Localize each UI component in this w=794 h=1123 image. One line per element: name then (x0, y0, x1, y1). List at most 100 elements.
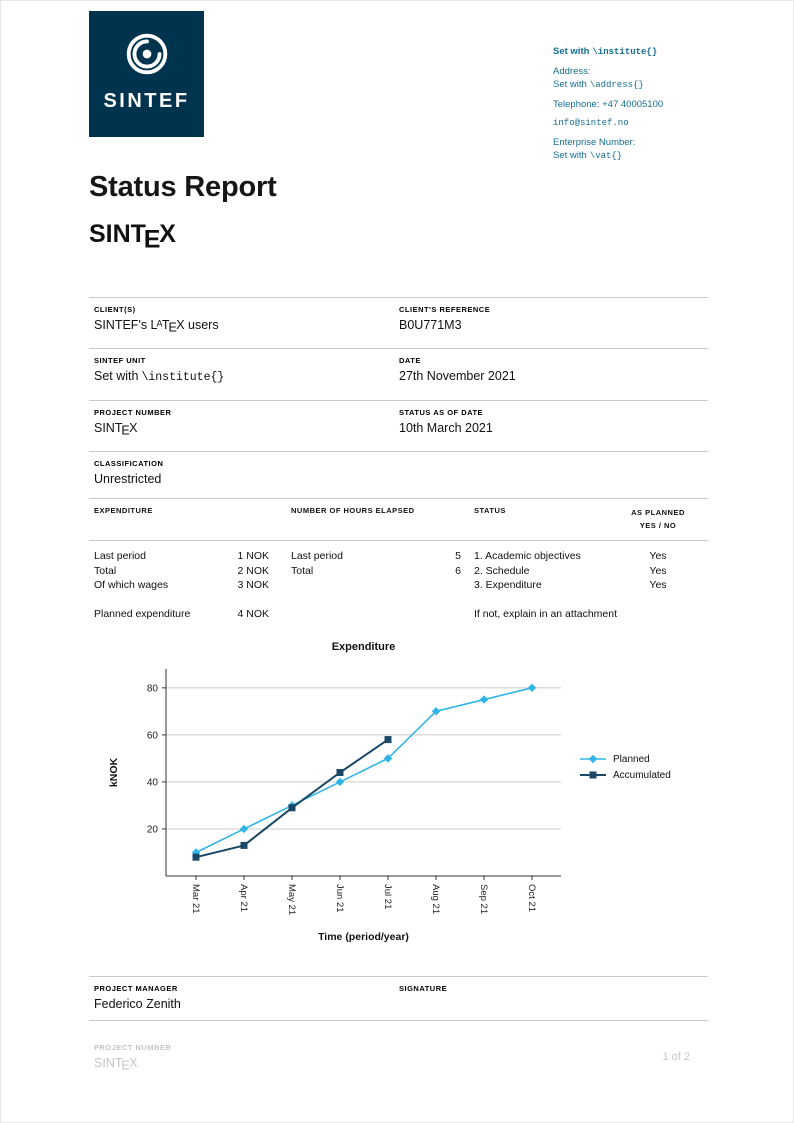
as-planned-column: Yes Yes Yes (619, 549, 697, 593)
info-row-client: CLIENT(S) SINTEF's LATEX users CLIENT'S … (89, 297, 708, 348)
chart-title: Expenditure (331, 641, 396, 653)
project-manager-label: PROJECT MANAGER (94, 984, 178, 993)
table-row: Total 6 (291, 564, 461, 579)
client-ref-label: CLIENT'S REFERENCE (399, 305, 491, 314)
svg-text:Jul 21: Jul 21 (382, 884, 393, 909)
expenditure-column: Last period 1 NOK Total 2 NOK Of which wag… (94, 549, 269, 621)
hours-column: Last period 5 Total 6 (291, 549, 461, 578)
client-ref-value: B0U771M3 (399, 318, 462, 332)
worktable-header: EXPENDITURE NUMBER OF HOURS ELAPSED STAT… (89, 498, 708, 541)
svg-text:May 21: May 21 (286, 884, 297, 915)
chart-legend: Planned Accumulated (579, 751, 671, 783)
unit-cmd: \institute{} (141, 371, 225, 384)
signature-label: SIGNATURE (399, 984, 448, 993)
as-planned-value: Yes (649, 550, 667, 562)
header-expenditure: EXPENDITURE (94, 506, 153, 515)
table-row: Last period 5 (291, 549, 461, 564)
status-row: 2. Schedule (474, 564, 530, 577)
legend-item-accumulated: Accumulated (579, 767, 671, 783)
hours-row-label: Last period (291, 550, 343, 562)
sintef-brand-box: SINTEF (89, 11, 204, 137)
status-note: If not, explain in an attachment (474, 607, 618, 620)
status-date-value: 10th March 2021 (399, 421, 493, 435)
date-label: DATE (399, 356, 421, 365)
unit-cell: SINTEF UNIT Set with \institute{} (94, 356, 399, 400)
header-as-planned-line1: AS PLANNED (631, 508, 685, 517)
contact-vat-cmd: \vat{} (589, 151, 623, 161)
project-manager-cell: PROJECT MANAGER Federico Zenith (94, 984, 399, 1020)
legend-label: Planned (613, 753, 650, 765)
footer-project-number-label: PROJECT NUMBER (94, 1043, 172, 1052)
project-number-label: PROJECT NUMBER (94, 408, 172, 417)
worktable: EXPENDITURE NUMBER OF HOURS ELAPSED STAT… (89, 498, 708, 656)
table-row: Of which wages 3 NOK (94, 578, 269, 593)
contact-block: Set with \institute{} Address: Set with \a… (553, 45, 763, 163)
page-title: Status Report (89, 171, 277, 203)
header-hours: NUMBER OF HOURS ELAPSED (291, 506, 415, 515)
date-cell: DATE 27th November 2021 (399, 356, 703, 400)
contact-email: info@sintef.no (553, 118, 629, 128)
status-date-label: STATUS AS OF DATE (399, 408, 484, 417)
project-manager-value: Federico Zenith (94, 997, 181, 1011)
as-planned-value: Yes (649, 564, 667, 577)
page-indicator: 1 of 2 (662, 1051, 690, 1063)
worktable-body: Last period 1 NOK Total 2 NOK Of which wag… (89, 541, 708, 656)
accumulated-series-swatch-icon (580, 771, 606, 779)
footer-project-number-value: SINTEX (94, 1056, 138, 1073)
info-row-project-status: PROJECT NUMBER SINTEX STATUS AS OF DATE … (89, 400, 708, 451)
svg-text:Aug 21: Aug 21 (430, 884, 441, 914)
svg-text:40: 40 (147, 777, 159, 788)
unit-label: SINTEF UNIT (94, 356, 146, 365)
svg-text:80: 80 (147, 683, 159, 694)
expenditure-chart: 20 40 60 80 Mar 21 Apr 21 May 21 Jun 21 Jul 21 Au… (108, 669, 561, 915)
client-value: SINTEF's LATEX users (94, 318, 219, 335)
exp-row-label: Of which wages (94, 579, 169, 591)
unit-value: Set with \institute{} (94, 369, 399, 384)
classification-label: CLASSIFICATION (94, 459, 164, 468)
table-row: Total 2 NOK (94, 564, 269, 579)
exp-row-value: 2 NOK (237, 564, 269, 577)
status-date-cell: STATUS AS OF DATE 10th March 2021 (399, 408, 703, 451)
exp-row-label: Total (94, 564, 117, 577)
contact-institute-line: Set with \institute{} (553, 45, 763, 59)
info-row-classification: CLASSIFICATION Unrestricted (89, 451, 708, 497)
svg-text:Oct 21: Oct 21 (526, 884, 537, 912)
contact-address-line: Set with \address{} (553, 78, 763, 92)
info-grid: CLIENT(S) SINTEF's LATEX users CLIENT'S … (89, 297, 708, 497)
signature-cell: SIGNATURE (399, 984, 703, 1020)
exp-row-value: 3 NOK (237, 579, 269, 591)
hours-row-label: Total (291, 564, 314, 577)
svg-text:20: 20 (147, 824, 159, 835)
contact-telephone: Telephone: +47 40005100 (553, 99, 664, 110)
svg-text:Mar 21: Mar 21 (190, 884, 201, 914)
footer-project-number: PROJECT NUMBER SINTEX (94, 1043, 172, 1073)
table-row: Last period 1 NOK (94, 549, 269, 564)
table-row-planned-expenditure: Planned expenditure 4 NOK (94, 607, 269, 622)
project-number-cell: PROJECT NUMBER SINTEX (94, 408, 399, 451)
sintef-logo-icon (126, 33, 167, 75)
exp-row-value: 1 NOK (237, 550, 269, 562)
date-value: 27th November 2021 (399, 369, 516, 383)
client-ref-cell: CLIENT'S REFERENCE B0U771M3 (399, 305, 703, 348)
classification-value: Unrestricted (94, 472, 162, 486)
client-label: CLIENT(S) (94, 305, 136, 314)
header-as-planned-line2: YES / NO (639, 521, 677, 530)
status-row: 3. Expenditure (474, 579, 542, 591)
project-number-value: SINTEX (94, 421, 138, 438)
as-planned-value: Yes (649, 579, 667, 591)
classification-cell: CLASSIFICATION Unrestricted (94, 459, 399, 497)
sintef-logo-text: SINTEF (103, 90, 190, 112)
svg-text:Sep 21: Sep 21 (478, 884, 489, 914)
chart-x-axis-label: Time (period/year) (318, 931, 409, 943)
expenditure-chart-section: Expenditure 20 40 60 80 Mar 21 Apr 21 May 21 Ju… (89, 641, 708, 953)
contact-enterprise-label: Enterprise Number: (553, 137, 636, 148)
svg-text:60: 60 (147, 730, 159, 741)
legend-label: Accumulated (613, 769, 671, 781)
unit-prefix: Set with (94, 369, 139, 383)
legend-item-planned: Planned (579, 751, 671, 767)
svg-text:Jun 21: Jun 21 (334, 884, 345, 913)
svg-text:Apr 21: Apr 21 (238, 884, 249, 912)
hours-row-value: 6 (455, 564, 461, 577)
client-cell: CLIENT(S) SINTEF's LATEX users (94, 305, 399, 348)
